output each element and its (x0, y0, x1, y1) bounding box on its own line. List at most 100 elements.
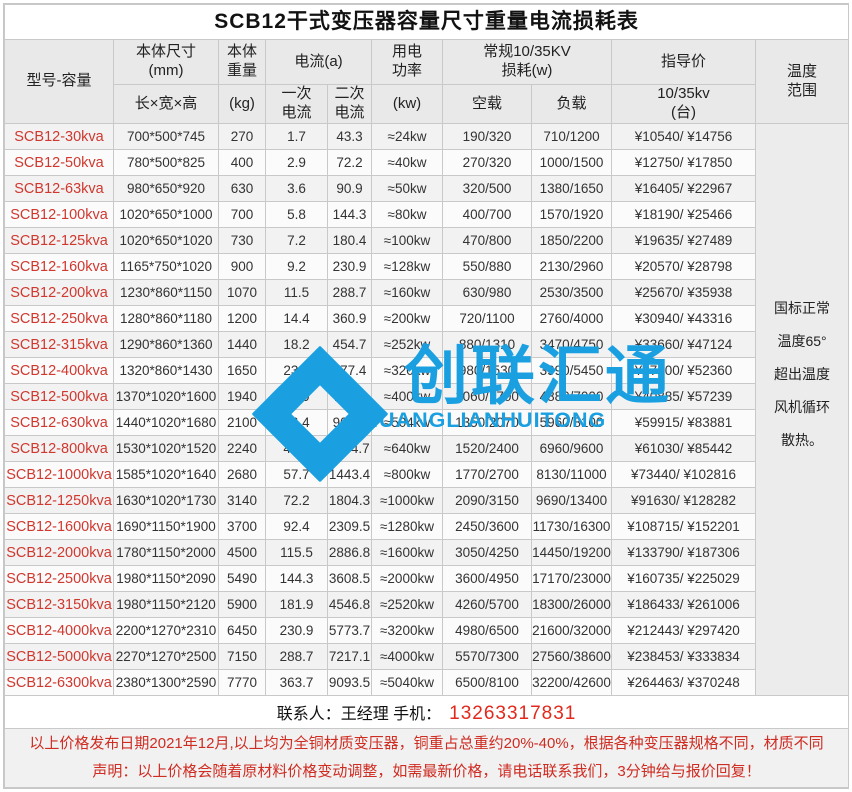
cell-price: ¥264463/ ¥370248 (611, 669, 756, 696)
col-header-temperature: 温度 范围 (754, 39, 850, 124)
cell-size: 1530*1020*1520 (113, 435, 219, 462)
cell-model: SCB12-1600kva (4, 513, 114, 540)
cell-i2: 288.7 (327, 279, 372, 306)
cell-noload: 720/1100 (442, 305, 532, 332)
cell-size: 2270*1270*2500 (113, 643, 219, 670)
cell-i2: 4546.8 (327, 591, 372, 618)
cell-size: 1585*1020*1640 (113, 461, 219, 488)
cell-price: ¥40885/ ¥57239 (611, 383, 756, 410)
cell-load: 18300/26000 (531, 591, 612, 618)
cell-size: 1630*1020*1730 (113, 487, 219, 514)
cell-model: SCB12-400kva (4, 357, 114, 384)
cell-weight: 900 (218, 253, 266, 280)
cell-i1: 11.5 (265, 279, 328, 306)
notice-line-2: 声明：以上价格会随着原材料价格变动调整，如需最新价格，请电话联系我们，3分钟给与… (92, 763, 761, 780)
table-row: SCB12-63kva 980*650*920 630 3.6 90.9 ≈50kw 320… (4, 175, 849, 202)
cell-noload: 190/320 (442, 123, 532, 150)
table-row: SCB12-630kva 1440*1020*1680 2100 36.4 909.4 ≈… (4, 409, 849, 436)
cell-weight: 3700 (218, 513, 266, 540)
cell-size: 1320*860*1430 (113, 357, 219, 384)
cell-model: SCB12-630kva (4, 409, 114, 436)
cell-noload: 6500/8100 (442, 669, 532, 696)
cell-power: ≈400kw (371, 383, 443, 410)
cell-i1: 363.7 (265, 669, 328, 696)
cell-noload: 2450/3600 (442, 513, 532, 540)
cell-weight: 1940 (218, 383, 266, 410)
cell-noload: 4260/5700 (442, 591, 532, 618)
cell-noload: 5570/7300 (442, 643, 532, 670)
cell-model: SCB12-315kva (4, 331, 114, 358)
cell-load: 9690/13400 (531, 487, 612, 514)
cell-load: 8130/11000 (531, 461, 612, 488)
cell-load: 3990/5450 (531, 357, 612, 384)
cell-noload: 1520/2400 (442, 435, 532, 462)
cell-i2: 2309.5 (327, 513, 372, 540)
table-row: SCB12-160kva 1165*750*1020 900 9.2 230.9 ≈128… (4, 253, 849, 280)
cell-price: ¥91630/ ¥128282 (611, 487, 756, 514)
cell-noload: 1060/1700 (442, 383, 532, 410)
cell-i1: 3.6 (265, 175, 328, 202)
cell-power: ≈800kw (371, 461, 443, 488)
col-subheader-price: 10/35kv (台) (611, 84, 756, 124)
col-subheader-weight: (kg) (218, 84, 266, 124)
cell-i1: 46.2 (265, 435, 328, 462)
cell-price: ¥33660/ ¥47124 (611, 331, 756, 358)
col-subheader-load: 负载 (531, 84, 612, 124)
table-row: SCB12-200kva 1230*860*1150 1070 11.5 288.7 ≈1… (4, 279, 849, 306)
cell-size: 1980*1150*2120 (113, 591, 219, 618)
col-subheader-power: (kw) (371, 84, 443, 124)
cell-i2: 180.4 (327, 227, 372, 254)
table-row: SCB12-1000kva 1585*1020*1640 2680 57.7 1443.… (4, 461, 849, 488)
cell-i1: 115.5 (265, 539, 328, 566)
cell-power: ≈128kw (371, 253, 443, 280)
cell-model: SCB12-2000kva (4, 539, 114, 566)
cell-weight: 2240 (218, 435, 266, 462)
cell-load: 17170/23000 (531, 565, 612, 592)
page-title: SCB12干式变压器容量尺寸重量电流损耗表 (3, 4, 850, 40)
cell-i2: 7217.1 (327, 643, 372, 670)
cell-i2: 2886.8 (327, 539, 372, 566)
cell-i2: 5773.7 (327, 617, 372, 644)
cell-price: ¥186433/ ¥261006 (611, 591, 756, 618)
cell-model: SCB12-800kva (4, 435, 114, 462)
cell-load: 1000/1500 (531, 149, 612, 176)
cell-i2: 3608.5 (327, 565, 372, 592)
cell-price: ¥73440/ ¥102816 (611, 461, 756, 488)
table-row: SCB12-125kva 1020*650*1020 730 7.2 180.4 ≈100… (4, 227, 849, 254)
cell-size: 1690*1150*1900 (113, 513, 219, 540)
cell-i1: 181.9 (265, 591, 328, 618)
cell-size: 1020*650*1020 (113, 227, 219, 254)
cell-i2: 144.3 (327, 201, 372, 228)
cell-noload: 880/1310 (442, 331, 532, 358)
cell-i2: 90.9 (327, 175, 372, 202)
cell-model: SCB12-30kva (4, 123, 114, 150)
cell-i2: 1154.7 (327, 435, 372, 462)
col-subheader-size: 长×宽×高 (113, 84, 219, 124)
transformer-spec-sheet: SCB12干式变压器容量尺寸重量电流损耗表 型号-容量 本体尺寸 (mm) 本体… (3, 3, 850, 789)
cell-size: 1440*1020*1680 (113, 409, 219, 436)
cell-i2: 230.9 (327, 253, 372, 280)
cell-i2: 1804.3 (327, 487, 372, 514)
cell-load: 1850/2200 (531, 227, 612, 254)
cell-size: 780*500*825 (113, 149, 219, 176)
col-header-current: 电流(a) (265, 39, 372, 85)
cell-i2: 577.4 (327, 357, 372, 384)
cell-size: 700*500*745 (113, 123, 219, 150)
cell-noload: 4980/6500 (442, 617, 532, 644)
cell-weight: 1440 (218, 331, 266, 358)
cell-power: ≈50kw (371, 175, 443, 202)
cell-price: ¥61030/ ¥85442 (611, 435, 756, 462)
cell-noload: 400/700 (442, 201, 532, 228)
cell-noload: 1770/2700 (442, 461, 532, 488)
cell-size: 1980*1150*2090 (113, 565, 219, 592)
contact-row: 联系人：王经理 手机： 13263317831 (3, 695, 850, 729)
cell-i1: 23.1 (265, 357, 328, 384)
col-subheader-current-primary: 一次 电流 (265, 84, 328, 124)
cell-load: 710/1200 (531, 123, 612, 150)
cell-weight: 630 (218, 175, 266, 202)
col-header-price: 指导价 (611, 39, 756, 85)
cell-model: SCB12-125kva (4, 227, 114, 254)
cell-size: 1230*860*1150 (113, 279, 219, 306)
cell-power: ≈640kw (371, 435, 443, 462)
table-row: SCB12-4000kva 2200*1270*2310 6450 230.9 5773… (4, 617, 849, 644)
